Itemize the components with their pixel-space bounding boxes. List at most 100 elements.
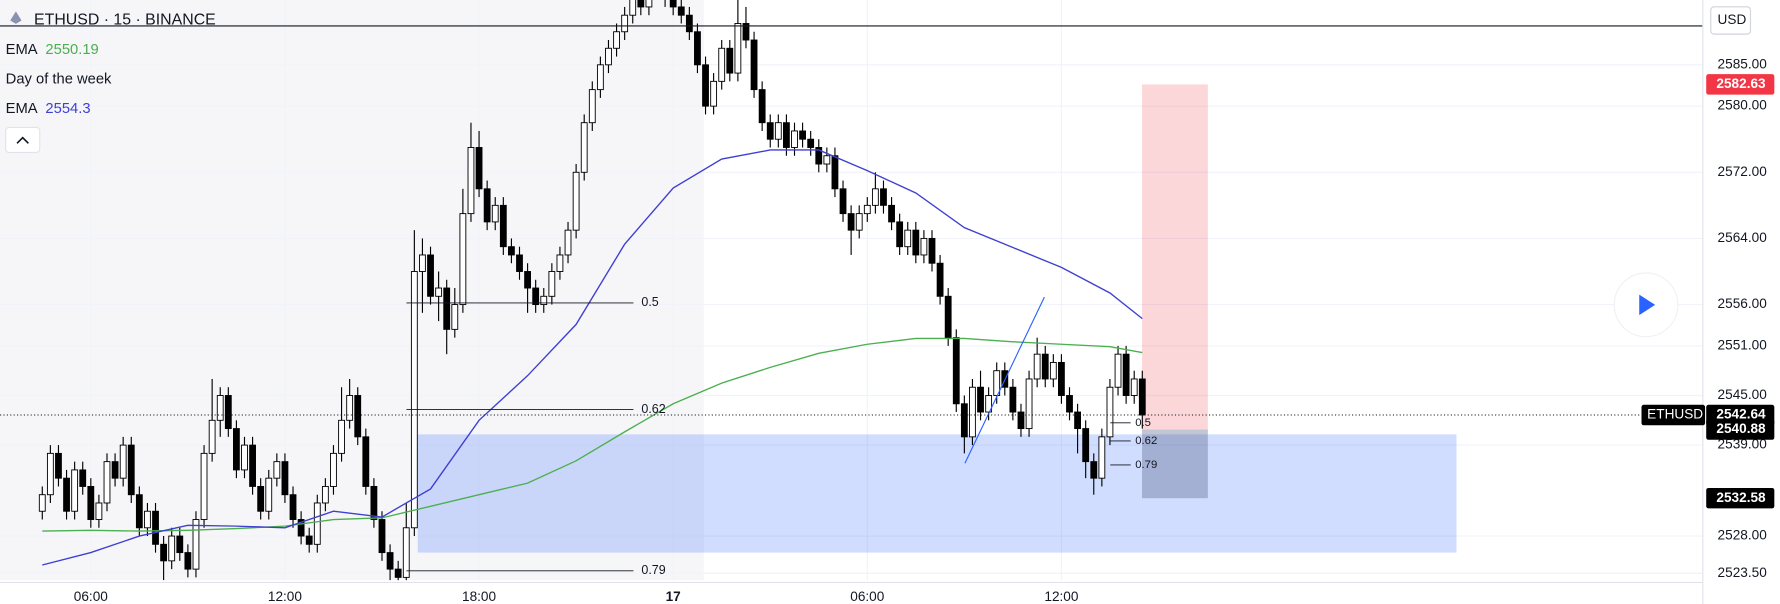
candle-body [621, 14, 629, 33]
candle-body [216, 395, 224, 421]
play-icon [1639, 294, 1656, 316]
x-tick-label: 06:00 [850, 589, 884, 604]
fib-label: 0.5 [1135, 417, 1151, 429]
candle-body [928, 237, 936, 264]
candle-body [386, 552, 394, 570]
candle-body [572, 171, 580, 231]
x-tick-label: 12:00 [1044, 589, 1078, 604]
candle-body [783, 122, 790, 148]
candle-body [1033, 353, 1041, 380]
collapse-button[interactable] [5, 126, 41, 153]
candle-body [435, 287, 443, 297]
candle-body [499, 204, 507, 248]
price-badge-label: 2540.88 [1716, 421, 1766, 436]
price-badge [1706, 74, 1775, 95]
candle-body [1009, 386, 1017, 413]
candle-body [402, 527, 410, 578]
candle-body [839, 188, 847, 215]
candle-body [524, 271, 531, 289]
candle-body [791, 130, 798, 148]
candle-body [702, 64, 709, 107]
candle-body [467, 147, 475, 215]
candle-body [556, 254, 564, 272]
candle-body [297, 519, 305, 537]
candle-body [508, 246, 515, 256]
candle-body [516, 254, 523, 272]
zone [1142, 84, 1208, 430]
candle-body [960, 403, 968, 438]
candle-body [281, 461, 289, 496]
ema-label: EMA [6, 101, 38, 117]
candle-body [1122, 353, 1130, 396]
candle-body [483, 188, 491, 223]
candle-body [273, 461, 281, 479]
candle-body [160, 543, 168, 562]
candle-body [847, 213, 855, 231]
chevron-icon [16, 136, 29, 144]
candle-body [119, 444, 127, 479]
candle-body [338, 419, 345, 454]
candle-body [993, 370, 1001, 396]
candle-body [241, 444, 248, 471]
candle-body [144, 510, 151, 529]
candle-body [726, 47, 734, 74]
candle-body [451, 304, 459, 330]
candle-body [443, 287, 451, 330]
candle-body [1098, 436, 1106, 479]
ema-label: EMA [6, 42, 38, 58]
candle-body [815, 147, 823, 165]
candle-body [1058, 361, 1065, 396]
candle-body [613, 31, 620, 49]
overlays: 0.5 0.62 0.79 0.5 0.62 0.79 [0, 25, 1703, 577]
candle-body [289, 494, 297, 520]
price-badge-label: 2582.63 [1716, 76, 1766, 91]
fib-label: 0.62 [641, 402, 665, 416]
candle-body [548, 271, 556, 297]
candle-body [1066, 395, 1073, 413]
candle-body [475, 147, 483, 190]
candle-body [936, 262, 944, 297]
candle-body [354, 395, 362, 438]
candle-body [192, 519, 200, 570]
y-tick-label: 2528.00 [1718, 528, 1768, 543]
fib-label: 0.62 [1135, 435, 1157, 447]
candle-body [71, 469, 79, 512]
candle-body [985, 395, 993, 413]
candle-body [605, 47, 612, 66]
candle-body [694, 31, 701, 66]
axes: 2585.00 2580.00 2572.00 2564.00 2556.00 2551.… [74, 56, 1775, 604]
currency-button[interactable] [1710, 6, 1752, 35]
y-tick-label: 2556.00 [1718, 296, 1768, 311]
candle-body [880, 188, 887, 206]
candle-body [79, 469, 87, 487]
candle-body [863, 204, 871, 215]
candle-body [888, 204, 895, 223]
session-shade [0, 0, 704, 581]
candle-body [871, 188, 879, 206]
candle-body [637, 0, 645, 8]
fib-label: 0.5 [641, 295, 658, 309]
x-tick-label: 12:00 [268, 589, 302, 604]
candle-body [346, 395, 354, 421]
y-tick-label: 2572.00 [1718, 164, 1768, 179]
candle-body [38, 494, 46, 512]
candles [38, 0, 1146, 581]
price-badge [1706, 419, 1775, 440]
candle-body [629, 0, 637, 16]
candle-body [233, 428, 240, 471]
candle-body [1025, 378, 1033, 430]
candle-body [920, 237, 928, 256]
candle-body [774, 122, 782, 140]
candle-body [200, 452, 208, 520]
currency: USD [1718, 12, 1747, 27]
candle-body [904, 229, 912, 248]
ema-line [42, 337, 1143, 532]
symbol-badge-label: ETHUSD [1647, 407, 1703, 422]
candle-body [645, 0, 653, 8]
candle-body [1130, 378, 1138, 396]
candle-body [677, 6, 685, 16]
candle-body [87, 485, 95, 520]
candle-body [807, 138, 815, 148]
candle-body [969, 386, 976, 438]
